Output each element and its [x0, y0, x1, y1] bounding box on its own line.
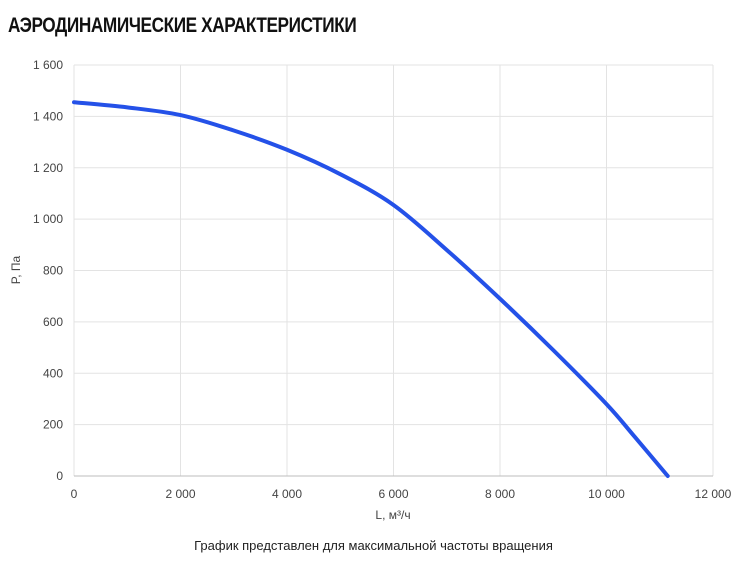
- x-tick-label: 4 000: [272, 487, 302, 501]
- x-tick-label: 0: [71, 487, 78, 501]
- y-axis-title: P, Па: [9, 255, 23, 284]
- y-tick-label: 200: [43, 418, 63, 432]
- x-axis-title: L, м³/ч: [375, 508, 410, 522]
- x-tick-label: 6 000: [378, 487, 408, 501]
- y-tick-label: 1 400: [33, 109, 63, 123]
- chart-tick-labels: 0 200 400 600 800 1 000 1 200 1 400 1 600 0 2 000 4…: [33, 58, 732, 501]
- x-tick-label: 8 000: [485, 487, 515, 501]
- x-tick-label: 12 000: [695, 487, 732, 501]
- pressure-curve: [72, 100, 670, 478]
- y-tick-label: 800: [43, 264, 63, 278]
- y-tick-label: 0: [56, 469, 63, 483]
- y-tick-label: 1 600: [33, 58, 63, 72]
- y-tick-label: 600: [43, 315, 63, 329]
- pressure-flow-chart: 0 200 400 600 800 1 000 1 200 1 400 1 600 0 2 000 4…: [9, 58, 732, 522]
- x-tick-label: 2 000: [165, 487, 195, 501]
- chart-grid: [73, 64, 714, 477]
- page-title: АЭРОДИНАМИЧЕСКИЕ ХАРАКТЕРИСТИКИ: [8, 14, 357, 37]
- x-tick-label: 10 000: [588, 487, 625, 501]
- chart-caption: График представлен для максимальной част…: [194, 538, 553, 553]
- y-tick-label: 400: [43, 366, 63, 380]
- y-tick-label: 1 000: [33, 212, 63, 226]
- y-tick-label: 1 200: [33, 161, 63, 175]
- chart-series: [72, 100, 670, 478]
